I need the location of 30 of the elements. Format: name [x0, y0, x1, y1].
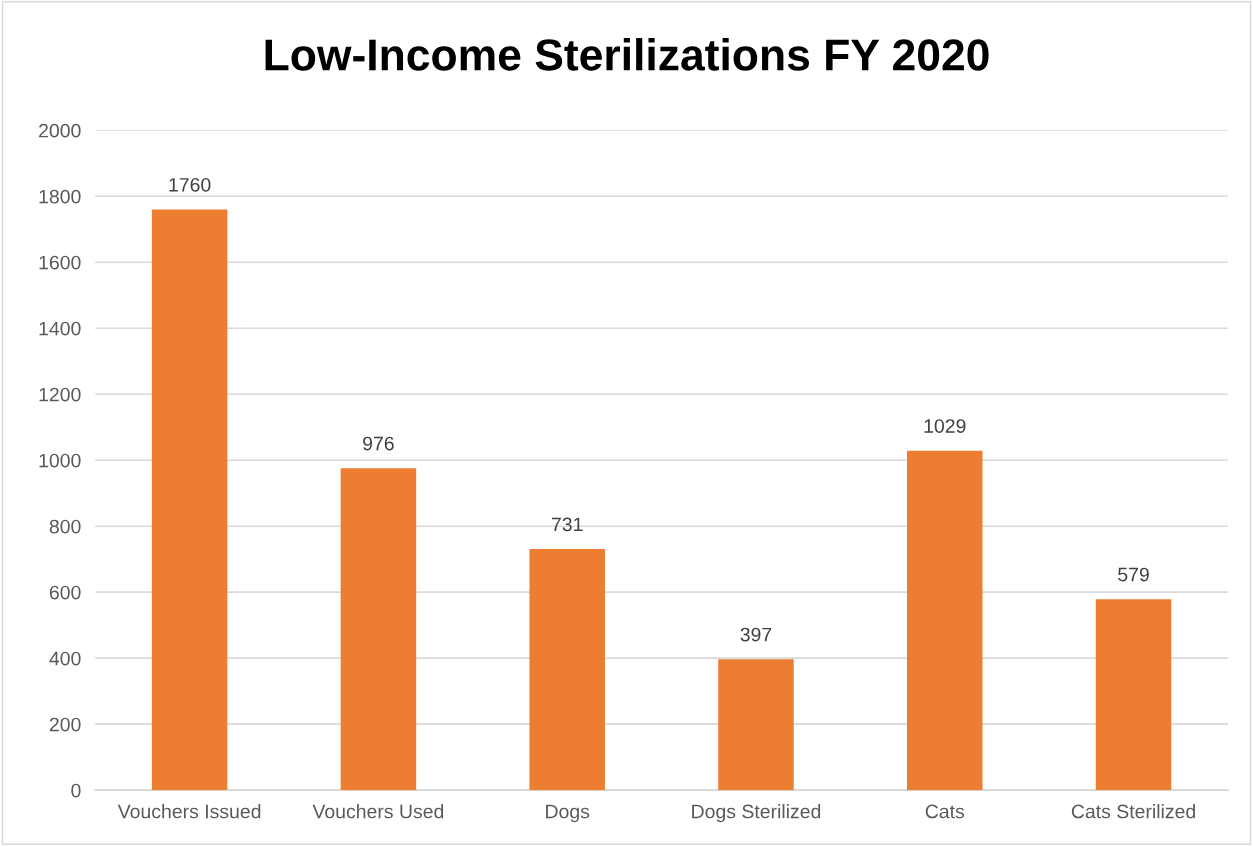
- y-tick-label: 1600: [39, 255, 81, 270]
- x-tick-label: Cats: [925, 804, 965, 819]
- chart-title: Low-Income Sterilizations FY 2020: [265, 38, 989, 71]
- x-tick-label: Dogs: [546, 804, 590, 823]
- y-tick-label: 1000: [39, 453, 81, 468]
- data-label: 731: [551, 517, 583, 532]
- y-tick-label: 1200: [39, 387, 81, 402]
- y-tick-label: 1800: [39, 189, 81, 204]
- bar: [1095, 599, 1172, 791]
- data-label: 579: [1118, 567, 1149, 582]
- y-tick-label: 0: [71, 783, 81, 798]
- y-tick-label: 2000: [39, 123, 81, 138]
- bar: [529, 548, 605, 791]
- bar: [718, 659, 794, 791]
- bar: [151, 209, 228, 791]
- data-label: 976: [363, 436, 394, 451]
- x-tick-label: Vouchers Issued: [117, 804, 261, 819]
- x-tick-label: Vouchers Used: [312, 804, 444, 819]
- data-label: 1029: [924, 419, 966, 433]
- y-tick-label: 200: [49, 717, 81, 732]
- y-tick-label: 800: [49, 519, 81, 534]
- x-tick-label: Cats Sterilized: [1071, 804, 1195, 819]
- x-tick-label: Dogs Sterilized: [692, 804, 821, 823]
- data-label: 397: [740, 627, 772, 642]
- y-tick-label: 1400: [39, 321, 81, 336]
- bar: [340, 468, 417, 791]
- y-tick-label: 400: [49, 651, 81, 666]
- bar: [907, 450, 983, 791]
- y-tick-label: 600: [49, 585, 81, 600]
- data-label: 1760: [169, 177, 211, 192]
